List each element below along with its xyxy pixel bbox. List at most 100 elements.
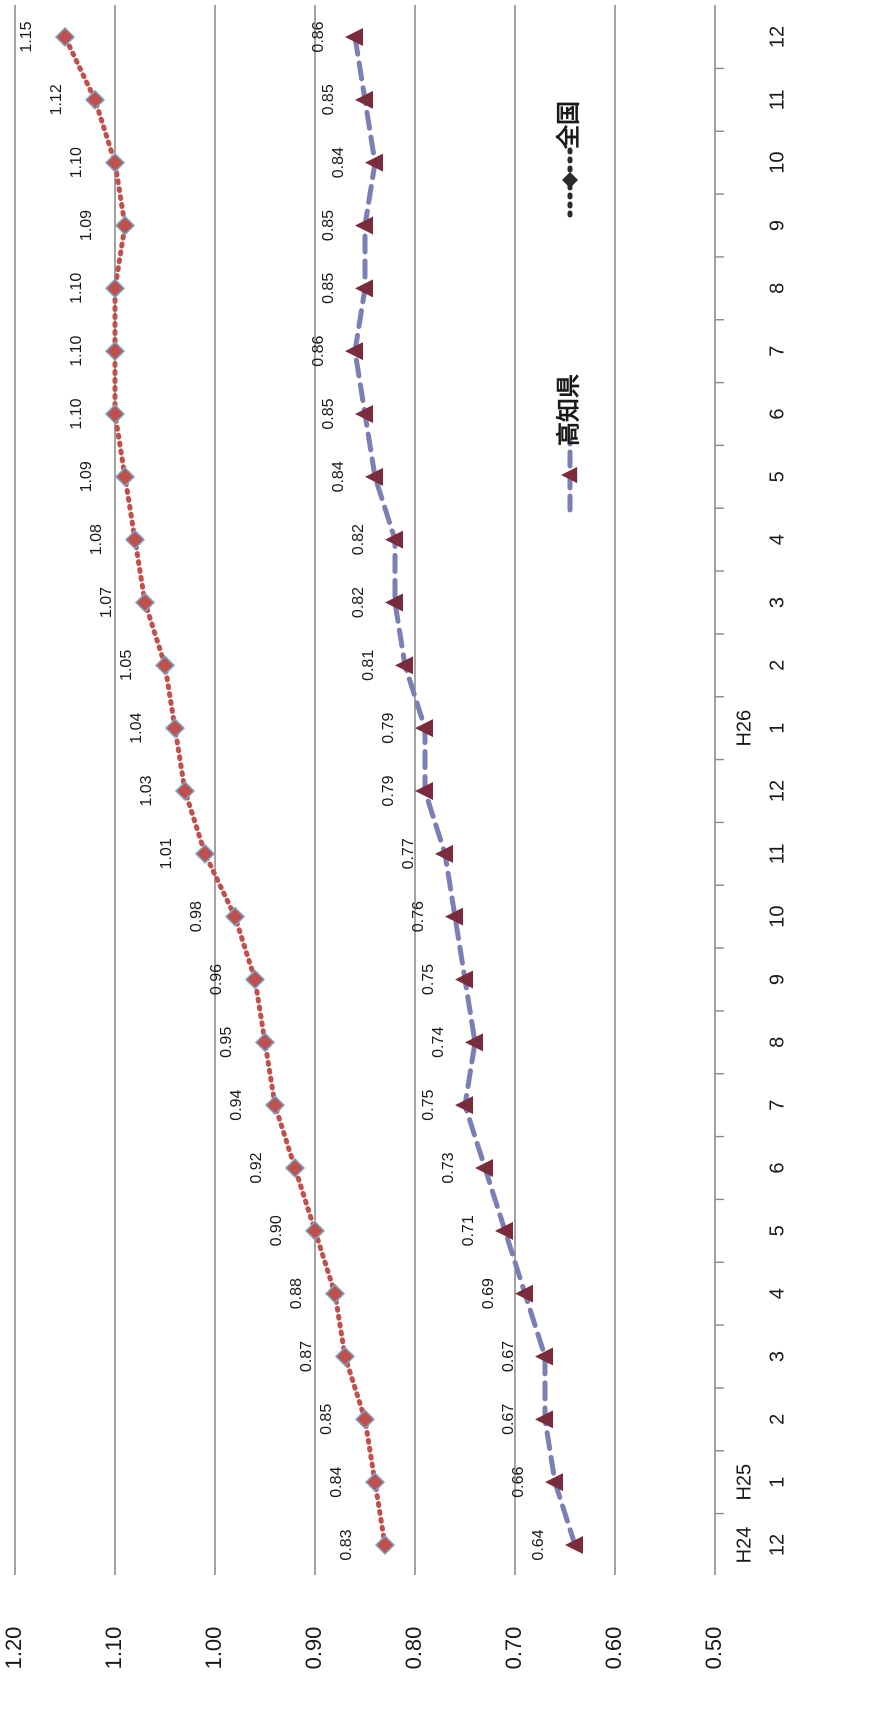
data-point-marker: [264, 1095, 286, 1116]
data-label: 0.94: [228, 1089, 245, 1120]
data-point-marker: [445, 907, 463, 926]
data-point-marker: [244, 969, 266, 990]
data-label: 0.74: [430, 1027, 447, 1058]
data-label: 1.03: [138, 775, 155, 806]
data-label: 0.95: [218, 1027, 235, 1058]
y-tick-label: 0.50: [701, 1627, 726, 1670]
series-line-national: [62, 34, 388, 1548]
y-tick-label: 0.80: [401, 1627, 426, 1670]
data-point-marker: [174, 780, 196, 802]
data-point-marker: [535, 1410, 553, 1429]
x-tick-label: 10: [766, 152, 788, 174]
data-label: 0.76: [410, 901, 427, 932]
data-point-marker: [415, 782, 433, 800]
data-label: 0.67: [500, 1404, 517, 1435]
year-label: H26: [733, 710, 755, 747]
data-point-marker: [385, 530, 403, 549]
x-tick-label: 12: [766, 1534, 788, 1556]
data-label: 0.87: [298, 1341, 315, 1372]
data-label: 0.79: [380, 712, 397, 743]
x-tick-label: 8: [766, 1037, 788, 1048]
data-point-marker: [395, 656, 413, 675]
data-label: 0.90: [268, 1215, 285, 1246]
data-label: 1.10: [68, 147, 85, 178]
data-point-marker: [224, 906, 246, 927]
x-tick-label: 11: [766, 89, 788, 110]
data-label: 0.86: [310, 21, 327, 52]
data-label: 1.05: [118, 650, 135, 681]
x-tick-label: 5: [766, 1225, 788, 1236]
data-label: 1.15: [18, 21, 35, 52]
data-point-marker: [365, 153, 383, 172]
data-label: 0.88: [288, 1278, 305, 1309]
data-point-marker: [324, 1283, 346, 1304]
year-label: H24: [733, 1527, 755, 1564]
legend-marker: [561, 466, 578, 484]
x-tick-label: 2: [766, 1414, 788, 1425]
data-point-marker: [455, 970, 473, 989]
x-tick-label: 8: [766, 283, 788, 294]
data-label: 1.10: [68, 398, 85, 429]
data-label: 0.84: [328, 1466, 345, 1497]
data-point-marker: [284, 1157, 306, 1179]
chart-axes: 0.500.600.700.800.901.001.101.2012123456…: [1, 5, 788, 1669]
y-tick-label: 1.00: [201, 1627, 226, 1670]
data-label: 0.67: [500, 1341, 517, 1372]
data-point-marker: [54, 26, 76, 48]
data-label: 0.84: [330, 461, 347, 492]
data-point-marker: [355, 405, 373, 423]
data-label: 1.09: [78, 210, 95, 241]
data-point-marker: [114, 215, 136, 236]
y-tick-label: 0.70: [501, 1627, 526, 1670]
data-label: 0.73: [440, 1152, 457, 1183]
data-label: 0.86: [310, 335, 327, 366]
data-label: 0.85: [320, 84, 337, 115]
data-point-marker: [515, 1284, 533, 1303]
x-tick-label: 7: [766, 1100, 788, 1111]
x-tick-label: 1: [766, 1477, 788, 1488]
data-label: 1.12: [48, 84, 65, 115]
data-point-marker: [345, 342, 363, 361]
data-point-marker: [355, 279, 373, 298]
x-tick-label: 4: [766, 1288, 788, 1299]
data-point-marker: [194, 843, 216, 864]
data-point-marker: [124, 529, 146, 550]
year-label: H25: [733, 1464, 755, 1501]
data-point-marker: [435, 844, 453, 863]
data-label: 0.71: [460, 1215, 477, 1246]
data-point-marker: [455, 1096, 473, 1115]
data-point-marker: [465, 1033, 483, 1052]
x-tick-label: 10: [766, 906, 788, 928]
x-tick-label: 6: [766, 408, 788, 419]
data-point-marker: [475, 1159, 493, 1177]
data-point-marker: [385, 593, 403, 612]
y-tick-label: 0.90: [301, 1627, 326, 1670]
data-point-marker: [104, 278, 126, 299]
data-point-marker: [365, 467, 383, 486]
data-point-marker: [355, 216, 373, 235]
data-label: 0.69: [480, 1278, 497, 1309]
data-point-marker: [364, 1472, 386, 1493]
y-tick-label: 1.20: [1, 1627, 26, 1670]
chart-data-labels: 0.83 0.84 0.85 0.87 0.88 0.90 0.92 0.94 0.95 0.96…: [18, 21, 547, 1560]
data-point-marker: [104, 403, 126, 425]
data-label: 1.09: [78, 461, 95, 492]
x-tick-label: 9: [766, 220, 788, 231]
data-point-marker: [545, 1473, 563, 1492]
data-point-marker: [164, 718, 186, 739]
data-point-marker: [355, 90, 373, 109]
data-label: 0.85: [320, 398, 337, 429]
x-tick-label: 12: [766, 780, 788, 802]
x-tick-label: 3: [766, 1351, 788, 1362]
data-point-marker: [84, 89, 106, 110]
data-label: 1.10: [68, 273, 85, 304]
x-tick-label: 7: [766, 346, 788, 357]
x-tick-label: 3: [766, 597, 788, 608]
data-label: 0.84: [330, 147, 347, 178]
data-point-marker: [345, 28, 363, 46]
data-label: 1.08: [88, 524, 105, 555]
data-label: 0.96: [208, 964, 225, 995]
data-label: 1.01: [158, 838, 175, 869]
x-tick-label: 6: [766, 1162, 788, 1173]
